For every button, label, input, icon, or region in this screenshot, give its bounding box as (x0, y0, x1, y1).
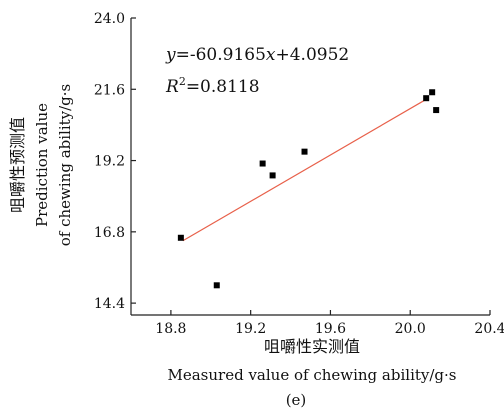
y-ticks: 14.4 16.8 19.2 21.6 24.0 (94, 11, 136, 312)
equation-coefficient: =-60.9165 (176, 45, 266, 65)
y-axis-label-en-line1: Prediction value (33, 103, 51, 227)
x-tick-label: 19.6 (315, 321, 346, 337)
y-axis-label-en-line2: of chewing ability/g·s (56, 84, 74, 247)
r-squared-superscript: 2 (179, 75, 186, 88)
y-tick-label: 24.0 (94, 11, 125, 27)
y-tick-label: 19.2 (94, 154, 125, 170)
data-point (429, 89, 436, 96)
x-axis-label-en: Measured value of chewing ability/g·s (168, 366, 457, 384)
equation-y-symbol: y (165, 45, 176, 65)
r-squared-annotation: R2=0.8118 (165, 75, 260, 97)
r-squared-value: =0.8118 (186, 77, 260, 97)
x-tick-label: 19.2 (235, 321, 266, 337)
equation-intercept: +4.0952 (276, 45, 350, 65)
x-axis-label-cn: 咀嚼性实测值 (264, 337, 360, 356)
x-tick-label: 18.8 (155, 321, 186, 337)
equation-x-symbol: x (266, 45, 276, 65)
data-point (269, 172, 276, 179)
x-tick-label: 20.4 (474, 321, 504, 337)
chart-axes (130, 18, 490, 316)
data-point (301, 148, 308, 155)
y-tick-label: 16.8 (94, 225, 125, 241)
data-point (423, 95, 430, 102)
panel-label: (e) (286, 391, 307, 409)
data-points (177, 89, 440, 289)
data-point (433, 107, 440, 114)
y-tick-label: 14.4 (94, 296, 125, 312)
fit-line (182, 97, 429, 242)
r-squared-symbol: R (165, 77, 179, 97)
y-tick-label: 21.6 (94, 82, 125, 98)
fit-line-group (182, 97, 429, 242)
data-point (177, 234, 184, 241)
equation-annotation: y=-60.9165x+4.0952 (165, 45, 349, 65)
x-tick-label: 20.0 (395, 321, 426, 337)
data-point (213, 282, 220, 289)
y-axis-label-cn: 咀嚼性预测值 (8, 117, 27, 213)
data-point (259, 160, 266, 167)
x-ticks: 18.8 19.2 19.6 20.0 20.4 (155, 310, 504, 337)
